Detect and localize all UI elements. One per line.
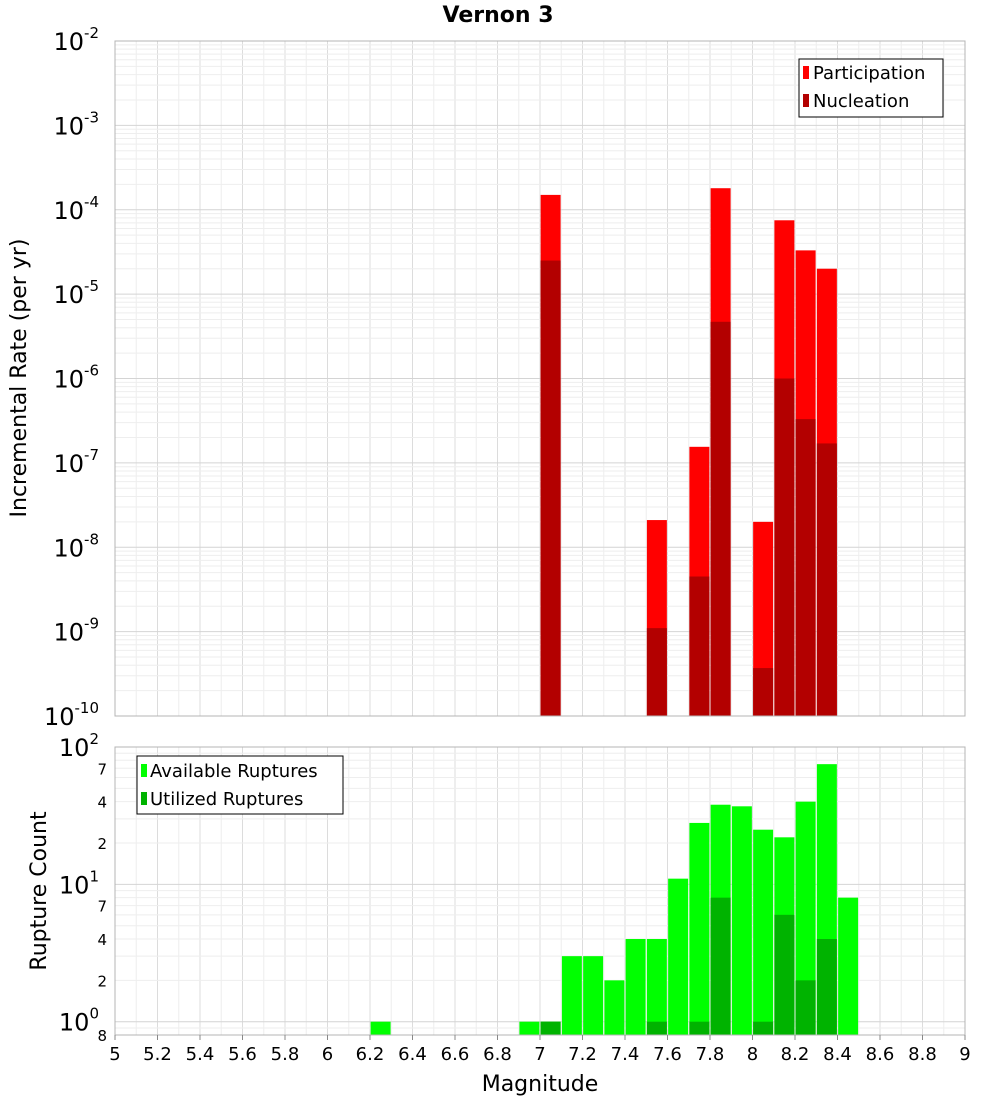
chart-title: Vernon 3 xyxy=(443,3,554,28)
bottom-bar-a xyxy=(604,980,625,1035)
bottom-bar-a xyxy=(519,1021,540,1035)
top-y-axis-label: Incremental Rate (per yr) xyxy=(7,239,32,518)
top-y-tick-label: 10-5 xyxy=(53,277,99,309)
top-legend-box xyxy=(798,58,944,118)
available-legend-label: Available Ruptures xyxy=(150,761,318,782)
x-tick-label: 7.2 xyxy=(568,1044,597,1065)
x-tick-label: 6 xyxy=(322,1044,333,1065)
bottom-bar-b xyxy=(795,980,816,1035)
x-tick-label: 5 xyxy=(109,1044,120,1065)
x-tick-label: 8.2 xyxy=(781,1044,810,1065)
nucleation-legend-label: Nucleation xyxy=(813,91,909,112)
top-y-tick-label: 10-8 xyxy=(53,530,99,562)
top-y-tick-label: 10-7 xyxy=(53,446,99,478)
bottom-bar-a xyxy=(583,956,604,1035)
top-bars xyxy=(540,188,837,717)
x-tick-label: 7.8 xyxy=(696,1044,725,1065)
top-bar-b xyxy=(753,668,774,716)
bottom-bar-a xyxy=(646,939,667,1035)
x-tick-label: 8.6 xyxy=(866,1044,895,1065)
top-bar-a xyxy=(753,521,774,716)
utilized-legend-label: Utilized Ruptures xyxy=(150,789,303,810)
x-tick-label: 5.8 xyxy=(271,1044,300,1065)
top-plot-frame xyxy=(114,40,966,717)
bottom-bar-a xyxy=(795,801,816,1035)
bottom-bar-a xyxy=(689,822,710,1035)
top-bar-b xyxy=(816,443,837,716)
top-bar-b xyxy=(795,419,816,716)
bottom-y-ticks: 102 101 100 7 4 2 7 4 2 8 xyxy=(59,730,107,1045)
bottom-y-minor-tick-label: 8 xyxy=(97,1027,107,1045)
participation-swatch xyxy=(803,66,809,79)
bottom-bar-b xyxy=(540,1021,561,1035)
bottom-y-minor-tick-label: 4 xyxy=(97,794,107,812)
bottom-bar-a xyxy=(370,1021,391,1035)
x-tick-label: 5.4 xyxy=(186,1044,215,1065)
bottom-legend-box xyxy=(136,755,344,815)
x-tick-label: 8.4 xyxy=(823,1044,852,1065)
nucleation-swatch xyxy=(803,94,809,107)
x-tick-label: 7 xyxy=(534,1044,545,1065)
top-bar-b xyxy=(646,628,667,716)
x-tick-label: 7.6 xyxy=(653,1044,682,1065)
x-tick-label: 6.8 xyxy=(483,1044,512,1065)
x-tick-label: 6.4 xyxy=(398,1044,427,1065)
top-bar-b xyxy=(540,260,561,716)
bottom-bar-a xyxy=(838,897,859,1035)
bottom-bar-b xyxy=(753,1021,774,1035)
top-y-tick-label: 10-10 xyxy=(44,699,99,731)
top-bar-b xyxy=(710,321,731,716)
bottom-y-minor-tick-label: 7 xyxy=(97,898,107,916)
bottom-y-minor-tick-label: 2 xyxy=(97,972,107,990)
bottom-bar-b xyxy=(774,914,795,1035)
bottom-bar-a xyxy=(753,829,774,1035)
x-tick-label: 7.4 xyxy=(611,1044,640,1065)
x-tick-label: 6.2 xyxy=(356,1044,385,1065)
bottom-bars xyxy=(370,764,859,1035)
bottom-y-tick-label: 102 xyxy=(59,730,99,762)
bottom-bar-a xyxy=(625,939,646,1035)
x-tick-label: 8.8 xyxy=(908,1044,937,1065)
top-bar-b xyxy=(689,576,710,716)
utilized-swatch xyxy=(141,792,147,805)
bottom-y-minor-tick-label: 7 xyxy=(97,760,107,778)
bottom-bar-a xyxy=(668,878,689,1035)
x-tick-label: 6.6 xyxy=(441,1044,470,1065)
bottom-bar-b xyxy=(646,1021,667,1035)
bottom-y-axis-label: Rupture Count xyxy=(27,811,52,971)
bottom-y-minor-tick-label: 2 xyxy=(97,835,107,853)
bottom-bar-a xyxy=(731,806,752,1035)
bottom-bar-b xyxy=(816,939,837,1035)
x-tick-label: 9 xyxy=(959,1044,970,1065)
x-axis-label: Magnitude xyxy=(482,1072,599,1097)
bottom-y-minor-tick-label: 4 xyxy=(97,931,107,949)
top-bar-b xyxy=(774,378,795,716)
participation-legend-label: Participation xyxy=(813,63,925,84)
top-y-ticks: 10-2 10-3 10-4 10-5 10-6 10-7 10-8 10-9 10-10 xyxy=(44,24,99,731)
x-tick-label: 5.2 xyxy=(143,1044,172,1065)
bottom-bar-a xyxy=(561,956,582,1035)
bottom-y-tick-label: 100 xyxy=(59,1005,99,1037)
top-y-tick-label: 10-2 xyxy=(53,24,99,56)
top-y-tick-label: 10-3 xyxy=(53,108,99,140)
bottom-y-tick-label: 101 xyxy=(59,867,99,899)
bottom-legend: Available Ruptures Utilized Ruptures xyxy=(136,755,344,815)
bottom-x-ticks: 5 5.2 5.4 5.6 5.8 6 6.2 6.4 6.6 6.8 7 7.2 7.4 7.6 7.8 8… xyxy=(109,1035,971,1065)
bottom-bar-b xyxy=(689,1021,710,1035)
bottom-bar-b xyxy=(710,897,731,1035)
available-swatch xyxy=(141,764,147,777)
top-y-tick-label: 10-9 xyxy=(53,615,99,647)
top-y-tick-label: 10-6 xyxy=(53,362,99,394)
top-legend: Participation Nucleation xyxy=(798,58,944,118)
x-tick-label: 8 xyxy=(747,1044,758,1065)
top-y-tick-label: 10-4 xyxy=(53,193,99,225)
top-grid xyxy=(114,41,966,717)
x-tick-label: 5.6 xyxy=(228,1044,257,1065)
